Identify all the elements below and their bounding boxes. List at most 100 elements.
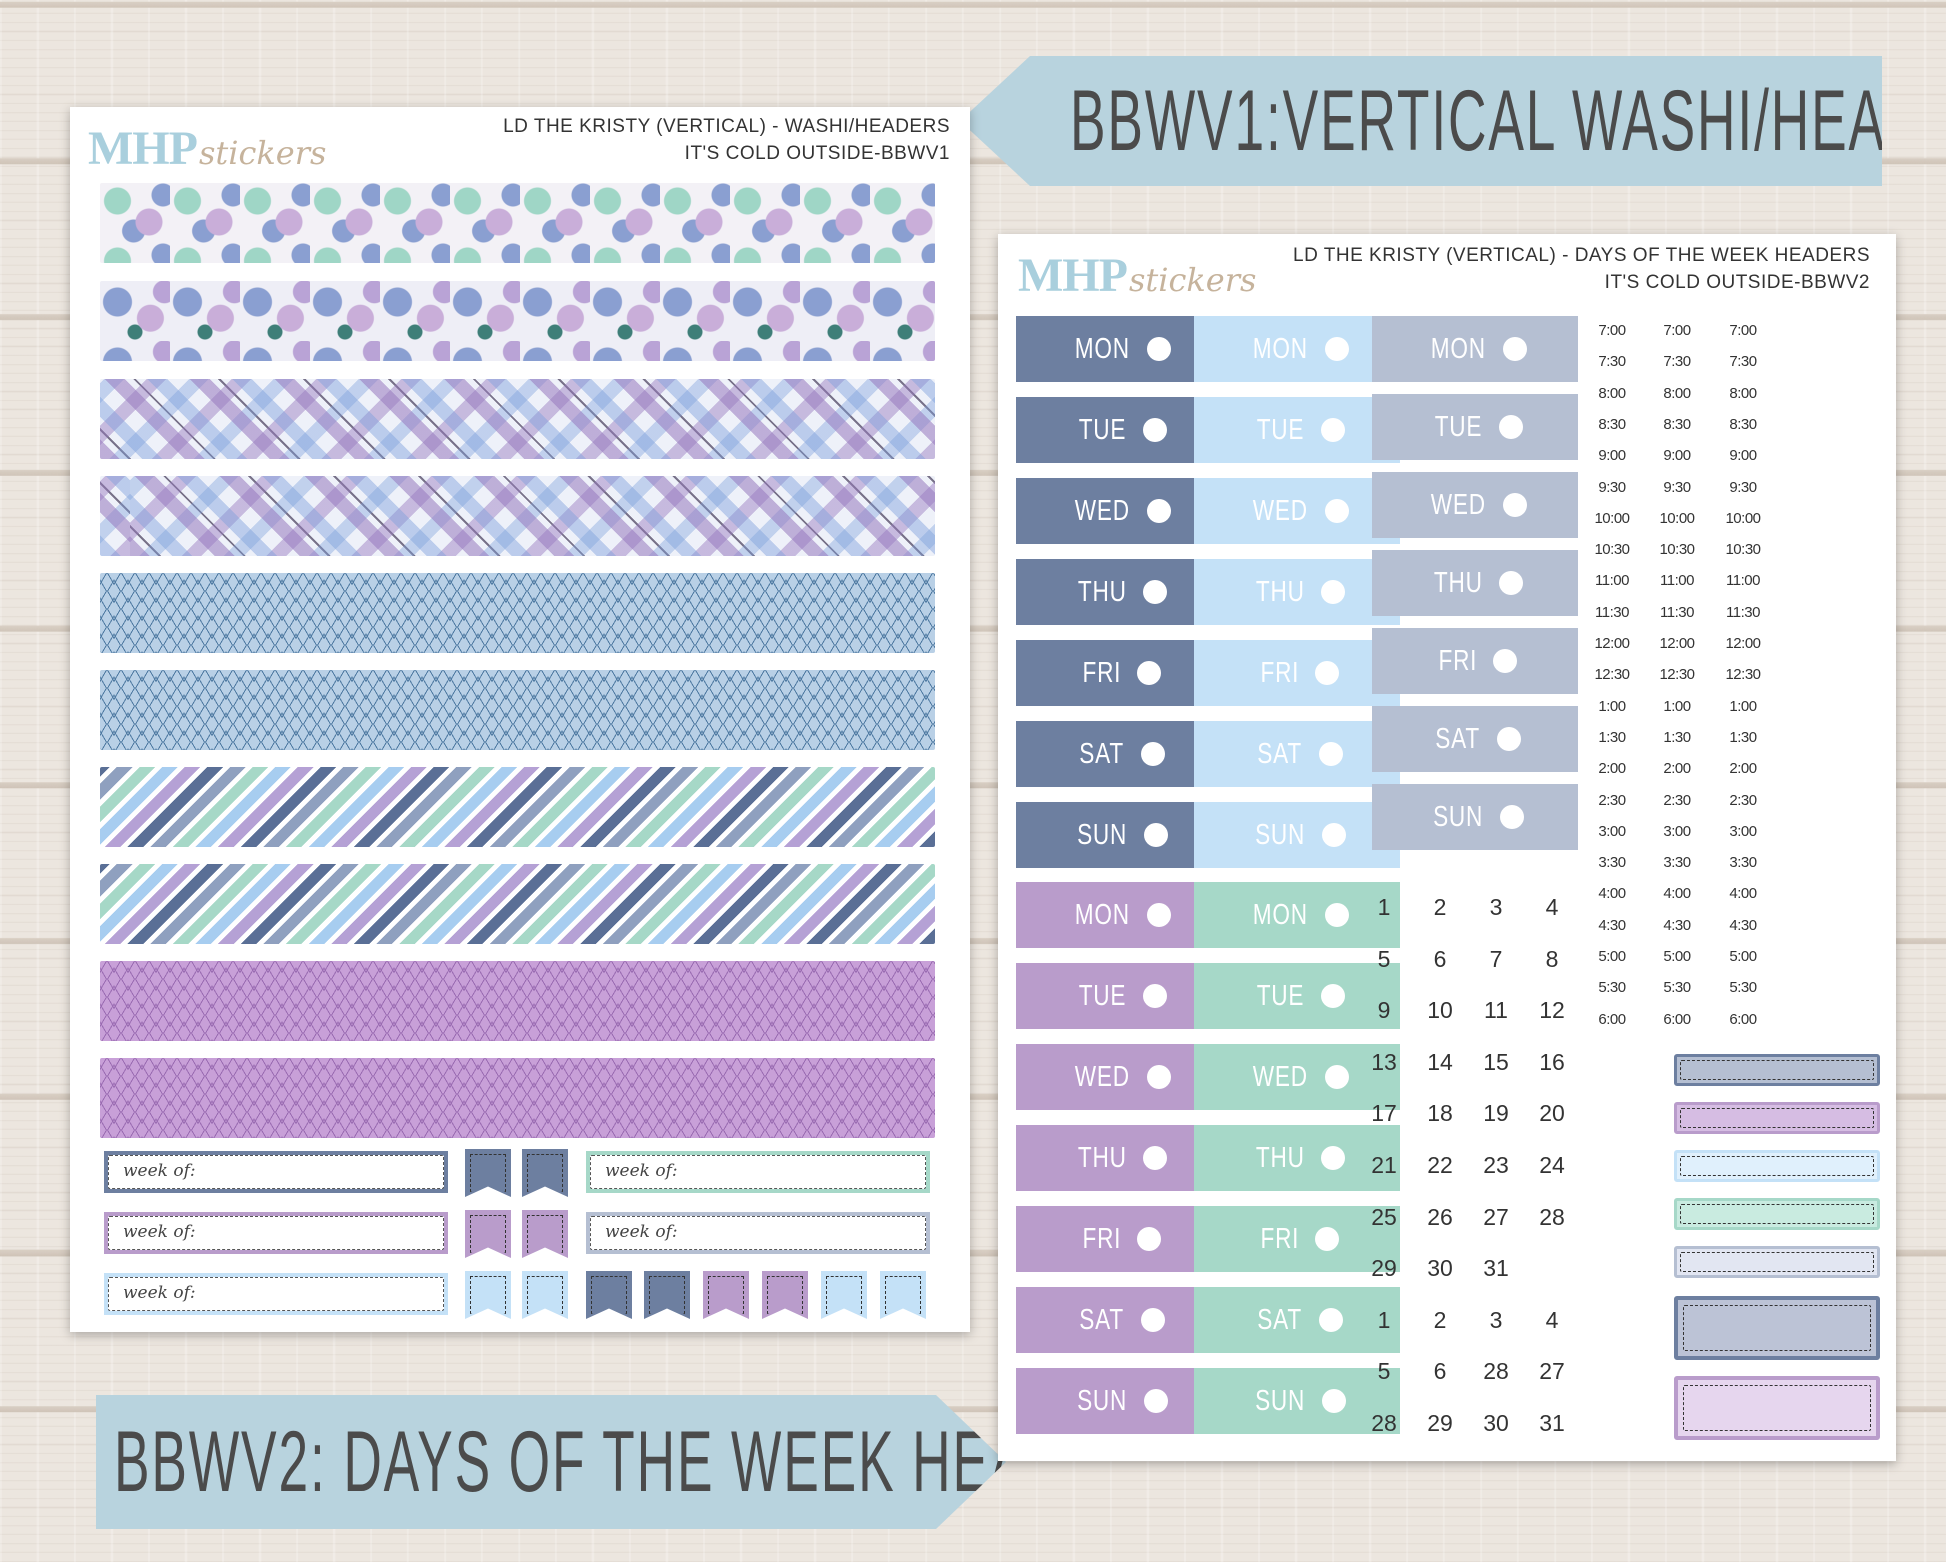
day-header-sun: SUN	[1016, 802, 1222, 868]
circle-icon	[1320, 418, 1345, 442]
circle-icon	[1147, 903, 1172, 927]
day-header-label: FRI	[1082, 1222, 1122, 1255]
time-label: 12:00	[1594, 635, 1630, 652]
banner-bbwv2: BBWV2: DAYS OF THE WEEK HEADERS	[96, 1395, 1006, 1529]
time-label: 9:30	[1729, 478, 1757, 496]
date-number: 22	[1427, 1152, 1453, 1178]
banner-bbwv1-text: BBWV1:VERTICAL WASHI/HEADERS	[1070, 72, 1946, 169]
flag-sticker	[465, 1271, 511, 1319]
date-number: 16	[1539, 1048, 1565, 1075]
washi-strip-knit-purple-2	[100, 1058, 935, 1138]
date-number: 12	[1539, 997, 1565, 1024]
day-header-thu: THU	[1016, 559, 1222, 625]
circle-icon	[1144, 823, 1169, 847]
time-label: 10:00	[1725, 509, 1761, 527]
label-box	[1674, 1150, 1880, 1182]
label-box	[1674, 1102, 1880, 1134]
time-label: 8:30	[1598, 415, 1626, 433]
sticker-sheet-day-headers: MHP stickers LD THE KRISTY (VERTICAL) - …	[998, 234, 1896, 1461]
flag-sticker	[762, 1271, 808, 1319]
day-header-label: SUN	[1254, 818, 1306, 851]
time-label: 9:30	[1663, 478, 1691, 496]
time-label: 11:30	[1726, 603, 1760, 621]
circle-icon	[1499, 571, 1524, 595]
time-label: 2:00	[1598, 760, 1626, 778]
time-label: 5:30	[1729, 979, 1757, 997]
time-label: 8:30	[1729, 415, 1757, 433]
day-header-label: MON	[1252, 898, 1308, 931]
day-header-label: FRI	[1082, 656, 1122, 689]
day-header-label: FRI	[1260, 1222, 1300, 1255]
circle-icon	[1147, 1065, 1172, 1089]
flag-sticker	[522, 1210, 568, 1258]
circle-icon	[1500, 805, 1525, 829]
washi-strip-diagonal-1	[100, 767, 935, 847]
logo-mhp-text: MHP	[88, 122, 198, 175]
date-number: 1	[1377, 1306, 1391, 1333]
date-number: 4	[1545, 1306, 1559, 1333]
day-header-thu: THU	[1194, 559, 1400, 625]
day-header-sat: SAT	[1372, 706, 1578, 772]
day-header-sun: SUN	[1194, 1368, 1400, 1434]
circle-icon	[1314, 1227, 1339, 1251]
time-label: 10:00	[1594, 509, 1630, 527]
time-label: 11:00	[1595, 572, 1629, 590]
date-number: 9	[1377, 997, 1391, 1024]
day-header-label: THU	[1077, 575, 1127, 608]
circle-icon	[1503, 493, 1528, 517]
date-number: 17	[1371, 1100, 1397, 1127]
time-label: 1:00	[1729, 697, 1757, 715]
day-header-thu: THU	[1016, 1125, 1222, 1191]
day-header-tue: TUE	[1372, 394, 1578, 460]
day-header-sat: SAT	[1016, 721, 1222, 787]
circle-icon	[1144, 1389, 1169, 1413]
date-number: 3	[1489, 1306, 1503, 1333]
circle-icon	[1321, 580, 1346, 604]
date-number: 31	[1539, 1410, 1565, 1436]
day-header-wed: WED	[1016, 1044, 1222, 1110]
day-header-sun: SUN	[1016, 1368, 1222, 1434]
week-of-text: week of:	[590, 1216, 926, 1250]
time-label: 10:30	[1725, 541, 1761, 559]
logo-stickers-text: stickers	[1128, 261, 1257, 299]
time-label: 2:00	[1729, 760, 1757, 778]
day-header-label: SUN	[1076, 818, 1128, 851]
date-number: 5	[1377, 1358, 1391, 1385]
time-label: 3:00	[1729, 822, 1757, 840]
circle-icon	[1147, 337, 1172, 361]
day-header-label: FRI	[1260, 656, 1300, 689]
day-header-label: WED	[1074, 1060, 1130, 1093]
time-label: 9:00	[1598, 447, 1626, 465]
circle-icon	[1143, 580, 1168, 604]
time-label: 6:00	[1663, 1010, 1691, 1028]
time-label: 8:00	[1663, 384, 1691, 402]
day-header-label: SAT	[1435, 722, 1481, 755]
time-label: 8:00	[1598, 384, 1626, 402]
washi-strip-plaid-1	[100, 379, 935, 459]
time-label: 4:00	[1598, 885, 1626, 903]
flag-sticker	[465, 1149, 511, 1197]
date-number: 2	[1433, 1306, 1447, 1333]
washi-strip-plaid-2	[100, 476, 935, 556]
time-label: 11:30	[1595, 603, 1629, 621]
time-label: 4:30	[1663, 916, 1691, 934]
sheet1-title-line2: IT'S COLD OUTSIDE-BBWV1	[684, 143, 950, 164]
circle-icon	[1492, 649, 1517, 673]
time-label: 7:00	[1663, 322, 1691, 339]
day-header-sat: SAT	[1194, 721, 1400, 787]
time-label: 7:30	[1598, 353, 1626, 371]
date-number: 27	[1483, 1203, 1509, 1230]
mhp-logo: MHP stickers	[1018, 248, 1256, 303]
time-label: 2:00	[1663, 760, 1691, 778]
circle-icon	[1140, 1308, 1165, 1332]
day-header-mon: MON	[1372, 316, 1578, 382]
day-header-label: SAT	[1079, 737, 1125, 770]
sheet1-title: LD THE KRISTY (VERTICAL) - WASHI/HEADERS…	[503, 113, 950, 167]
sheet1-title-line1: LD THE KRISTY (VERTICAL) - WASHI/HEADERS	[503, 116, 950, 137]
day-header-label: TUE	[1078, 979, 1126, 1012]
day-header-thu: THU	[1194, 1125, 1400, 1191]
sticker-sheet-washi: MHP stickers LD THE KRISTY (VERTICAL) - …	[70, 107, 970, 1332]
time-label: 9:00	[1729, 447, 1757, 465]
circle-icon	[1318, 1308, 1343, 1332]
date-number: 20	[1539, 1100, 1565, 1127]
